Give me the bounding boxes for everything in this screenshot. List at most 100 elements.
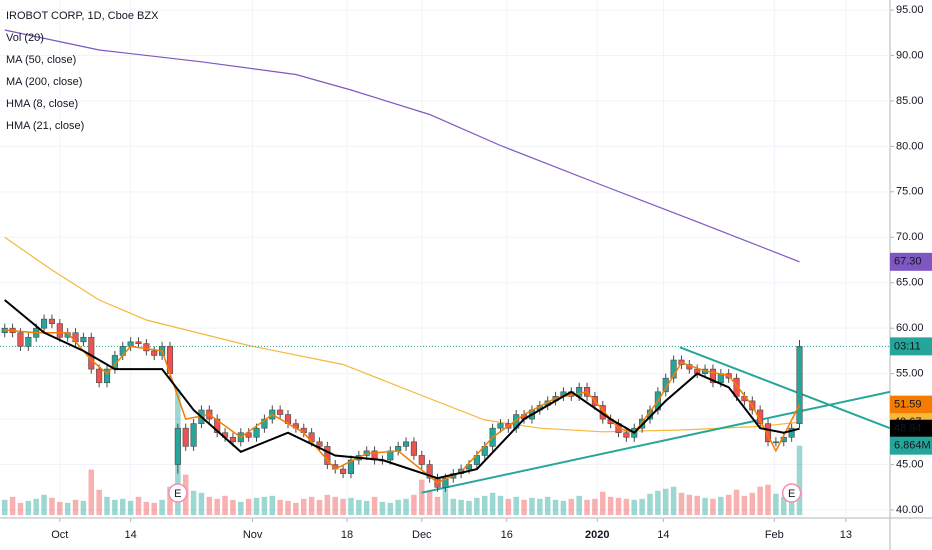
candle-body: [96, 368, 103, 384]
price-label-box: [890, 419, 932, 438]
candle-body: [796, 346, 803, 424]
y-tick-label: 55.00: [896, 368, 924, 380]
candle-body: [48, 318, 55, 324]
price-label-box: [890, 395, 932, 414]
price-label: 48.94: [894, 423, 922, 435]
volume-bar: [245, 498, 252, 515]
volume-bar: [458, 499, 464, 515]
price-label-box: [890, 252, 932, 271]
x-tick-label: 14: [657, 529, 669, 541]
indicator-line: [4, 236, 800, 433]
x-tick-label: 18: [341, 529, 353, 541]
volume-bar: [773, 493, 779, 515]
volume-bar: [576, 495, 582, 515]
x-tick-label: 14: [125, 529, 137, 541]
volume-bar: [49, 497, 55, 515]
volume-bar: [442, 488, 449, 515]
volume-bar: [316, 499, 323, 515]
volume-bar: [167, 486, 173, 515]
x-tick-label: Feb: [765, 529, 784, 541]
legend-entry: HMA (21, close): [6, 120, 84, 132]
volume-bar: [269, 495, 276, 515]
candle-body: [788, 427, 795, 438]
y-tick-label: 95.00: [896, 4, 924, 16]
volume-bar: [544, 496, 551, 515]
volume-bar: [222, 495, 228, 515]
volume-bar: [607, 496, 614, 515]
x-tick-label: Dec: [412, 529, 432, 541]
volume-bar: [348, 497, 354, 515]
volume-bar: [411, 494, 417, 515]
volume-bar: [363, 500, 370, 515]
volume-bar: [497, 495, 504, 515]
volume-bar: [796, 445, 803, 515]
volume-bar: [25, 500, 32, 515]
x-tick-label: 2020: [585, 529, 609, 541]
price-label: 6.864M: [894, 440, 931, 452]
volume-bar: [718, 496, 724, 515]
candle-body: [497, 423, 504, 429]
volume-bar: [434, 496, 441, 515]
price-label: 51.59: [894, 399, 922, 411]
indicator-line: [4, 29, 800, 263]
volume-bar: [293, 502, 299, 515]
y-tick-label: 90.00: [896, 49, 924, 61]
candle-body: [253, 427, 260, 438]
candle-body: [764, 423, 772, 443]
volume-bar: [104, 496, 110, 515]
volume-bar: [481, 495, 488, 515]
candle-body: [324, 446, 331, 465]
volume-bar: [678, 492, 685, 515]
x-tick-label: 13: [840, 529, 852, 541]
volume-bar: [702, 497, 708, 515]
volume-bar: [568, 498, 575, 515]
volume-bar: [285, 500, 291, 515]
volume-bar: [505, 498, 512, 515]
volume-bar: [741, 495, 748, 515]
candle-body: [772, 441, 779, 444]
volume-bar: [647, 493, 653, 515]
volume-bar: [17, 502, 24, 515]
y-tick-label: 80.00: [896, 140, 924, 152]
volume-bar: [639, 498, 645, 515]
legend-entry: Vol (20): [6, 32, 44, 44]
volume-bar: [733, 489, 740, 515]
x-tick-label: Nov: [243, 529, 263, 541]
candle-body: [402, 441, 410, 447]
volume-bar: [466, 500, 472, 515]
volume-bar: [127, 500, 134, 515]
volume-bar: [781, 496, 787, 515]
volume-bar: [324, 494, 331, 515]
price-label: 67.30: [894, 256, 922, 268]
y-tick-label: 70.00: [896, 231, 924, 243]
candle-body: [25, 336, 32, 347]
volume-bar: [238, 501, 244, 515]
volume-bar: [757, 486, 763, 515]
volume-bar: [135, 496, 142, 515]
volume-bar: [88, 469, 95, 515]
volume-bar: [403, 498, 409, 515]
candle-body: [245, 432, 252, 438]
volume-bar: [214, 498, 220, 515]
y-tick-label: 75.00: [896, 186, 924, 198]
x-tick-label: 16: [501, 529, 513, 541]
price-label-box: [890, 337, 932, 356]
volume-bar: [529, 497, 535, 515]
y-tick-label: 60.00: [896, 322, 924, 334]
trend-line: [421, 390, 891, 494]
volume-bar: [584, 499, 590, 515]
volume-bar: [230, 499, 236, 515]
candle-body: [418, 455, 425, 465]
volume-bar: [96, 489, 102, 515]
candle-body: [174, 427, 181, 465]
volume-bar: [261, 496, 268, 515]
earnings-marker: [168, 483, 188, 503]
candle-body: [190, 423, 197, 447]
legend-entry: MA (200, close): [6, 76, 82, 88]
candle-body: [347, 459, 355, 474]
volume-bar: [521, 499, 527, 515]
legend-entry: HMA (8, close): [6, 98, 78, 110]
candle-body: [229, 436, 236, 443]
